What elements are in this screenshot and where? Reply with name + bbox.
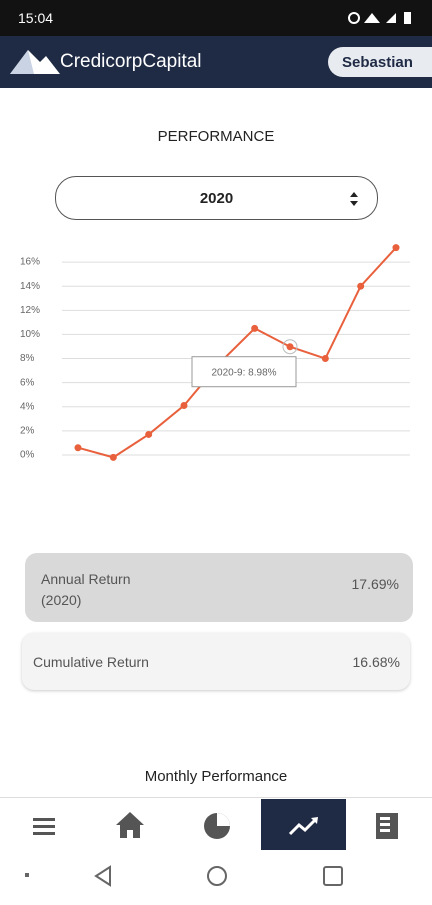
point	[145, 430, 153, 438]
point	[251, 324, 259, 332]
point	[109, 453, 117, 461]
cumulative-card: Cumulative Return 16.68%	[22, 633, 410, 690]
chart: 0% 2% 4% 6% 8% 10% 12% 14% 16% 2020-9: 8.98%	[20, 244, 410, 461]
point	[321, 355, 329, 363]
user-name: Sebastian	[342, 54, 413, 71]
nav-icons	[33, 799, 398, 851]
tooltip-text: 2020-9: 8.98%	[211, 367, 276, 378]
brand: CredicorpCapital	[60, 51, 202, 72]
card-value: 16.68%	[352, 654, 400, 670]
line	[77, 246, 397, 459]
card-label: Cumulative Return	[33, 654, 149, 670]
select-arrows	[350, 192, 358, 206]
y-tick-label: 6%	[20, 377, 35, 388]
point	[286, 343, 294, 351]
y-tick-label: 2%	[20, 425, 35, 436]
annual-card: Annual Return (2020) 17.69%	[25, 553, 413, 622]
y-tick-label: 16%	[20, 257, 40, 268]
user-pill[interactable]: Sebastian	[328, 47, 432, 77]
tooltip-box	[191, 356, 297, 388]
y-tick-label: 10%	[20, 329, 40, 340]
card-sublabel: (2020)	[41, 592, 82, 608]
point	[180, 402, 188, 410]
page-title: PERFORMANCE	[157, 128, 275, 145]
status-time: 15:04	[18, 10, 54, 26]
year-select[interactable]: 2020	[55, 176, 378, 220]
card-value: 17.69%	[351, 576, 399, 592]
app-header: CredicorpCapital Sebastian	[0, 36, 432, 88]
status-icons-svg	[348, 12, 411, 24]
status-bar: 15:04	[0, 0, 432, 36]
y-tick-label: 4%	[20, 401, 35, 412]
point	[392, 244, 400, 252]
system-nav-icons	[25, 865, 343, 887]
system-nav	[0, 850, 432, 900]
bottom-nav	[0, 797, 432, 851]
point	[357, 282, 365, 290]
logo	[10, 50, 60, 74]
y-tick-label: 8%	[20, 353, 35, 364]
section-title: Monthly Performance	[144, 768, 288, 785]
hover-ring	[282, 339, 298, 355]
y-tick-label: 0%	[20, 450, 35, 461]
year-value: 2020	[199, 190, 234, 207]
status-icons	[348, 11, 418, 25]
y-tick-label: 12%	[20, 305, 40, 316]
point	[74, 444, 82, 452]
card-label: Annual Return	[41, 571, 131, 587]
tooltip: 2020-9: 8.98%	[191, 356, 297, 388]
y-tick-label: 14%	[20, 281, 40, 292]
